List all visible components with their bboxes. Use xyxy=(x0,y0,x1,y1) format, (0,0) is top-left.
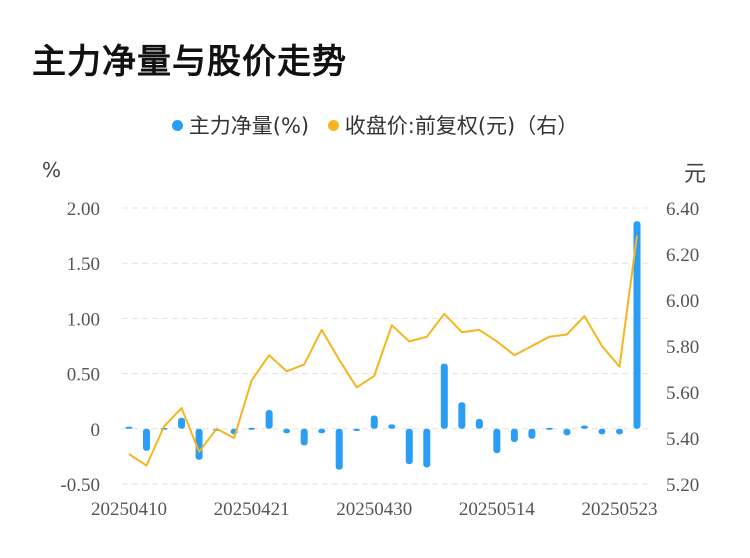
bar xyxy=(248,427,256,430)
legend: 主力净量(%) 收盘价:前复权(元)（右） xyxy=(0,110,750,140)
bar xyxy=(143,428,151,451)
bar xyxy=(195,428,203,460)
y-left-tick-label: 0 xyxy=(91,420,101,441)
bar xyxy=(615,428,623,435)
x-tick-label: 20250421 xyxy=(214,499,290,520)
bar xyxy=(563,428,571,436)
bar xyxy=(580,425,588,429)
bar xyxy=(283,428,291,434)
legend-item-net-flow[interactable]: 主力净量(%) xyxy=(171,110,310,140)
bar xyxy=(370,415,378,429)
chart-title: 主力净量与股价走势 xyxy=(32,42,347,82)
bar xyxy=(125,426,133,429)
right-axis-unit: 元 xyxy=(684,162,707,187)
left-axis-unit: % xyxy=(42,158,62,182)
bar xyxy=(598,428,606,435)
bar xyxy=(440,363,448,429)
bar xyxy=(405,428,413,465)
bar xyxy=(388,424,396,429)
y-right-tick-label: 5.80 xyxy=(666,337,699,358)
bar xyxy=(335,428,343,470)
legend-label-close-price: 收盘价:前复权(元)（右） xyxy=(344,114,579,138)
bar xyxy=(633,221,641,429)
y-right-tick-label: 5.20 xyxy=(666,475,699,496)
y-left-tick-label: 2.00 xyxy=(67,199,100,220)
y-right-tick-label: 6.20 xyxy=(666,245,699,266)
y-left-tick-label: 0.50 xyxy=(67,365,100,386)
bar xyxy=(510,428,518,443)
x-tick-label: 20250523 xyxy=(581,499,657,520)
bar xyxy=(318,428,326,434)
y-right-tick-label: 6.40 xyxy=(666,199,699,220)
bar xyxy=(353,428,361,432)
x-tick-label: 20250410 xyxy=(91,499,167,520)
bar xyxy=(475,418,483,429)
bar xyxy=(545,427,553,430)
legend-label-net-flow: 主力净量(%) xyxy=(188,114,310,138)
legend-dot-net-flow xyxy=(171,119,183,131)
bar xyxy=(178,417,186,429)
y-right-tick-label: 5.60 xyxy=(666,383,699,404)
bar xyxy=(300,428,308,446)
y-right-tick-label: 5.40 xyxy=(666,429,699,450)
bar xyxy=(423,428,431,468)
x-tick-label: 20250430 xyxy=(336,499,412,520)
legend-dot-close-price xyxy=(327,119,339,131)
legend-item-close-price[interactable]: 收盘价:前复权(元)（右） xyxy=(327,110,579,140)
y-right-tick-label: 6.00 xyxy=(666,291,699,312)
y-left-tick-label: 1.50 xyxy=(67,254,100,275)
y-left-tick-label: -0.50 xyxy=(60,475,100,496)
bar xyxy=(493,428,501,454)
price-line xyxy=(128,235,638,467)
y-left-tick-label: 1.00 xyxy=(67,309,100,330)
x-tick-label: 20250514 xyxy=(459,499,536,520)
bar xyxy=(265,410,273,429)
bar xyxy=(458,402,466,429)
bar xyxy=(528,428,536,439)
